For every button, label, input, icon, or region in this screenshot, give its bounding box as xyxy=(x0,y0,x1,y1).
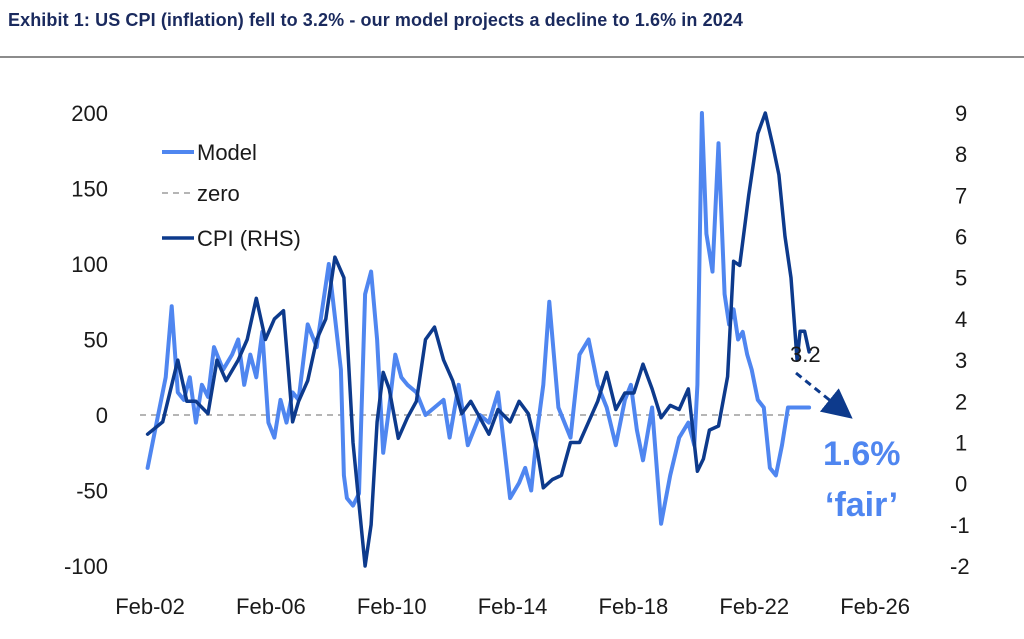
x-axis-tick-label: Feb-18 xyxy=(599,594,669,619)
legend-label-model: Model xyxy=(197,140,257,165)
title-divider xyxy=(0,56,1024,58)
left-axis-tick-label: 100 xyxy=(71,252,108,277)
annotation-forecast-label: ‘fair’ xyxy=(825,486,898,524)
legend: Model zero CPI (RHS) xyxy=(162,140,301,251)
right-axis-tick-label: 3 xyxy=(955,348,967,373)
left-axis-tick-label: -50 xyxy=(76,479,108,504)
x-axis-ticks: Feb-02 Feb-06 Feb-10 Feb-14 Feb-18 Feb-22 Feb-… xyxy=(115,594,910,619)
left-axis-ticks: 200 150 100 50 0 -50 -100 xyxy=(64,101,108,579)
left-axis-tick-label: 150 xyxy=(71,177,108,202)
annotation-current-value: 3.2 xyxy=(790,342,821,367)
x-axis-tick-label: Feb-06 xyxy=(236,594,306,619)
legend-label-zero: zero xyxy=(197,181,240,206)
right-axis-tick-label: 5 xyxy=(955,266,967,291)
right-axis-tick-label: 0 xyxy=(955,472,967,497)
x-axis-tick-label: Feb-02 xyxy=(115,594,185,619)
right-axis-tick-label: 7 xyxy=(955,183,967,208)
annotation-forecast-value: 1.6% xyxy=(823,435,901,473)
chart-title: Exhibit 1: US CPI (inflation) fell to 3.… xyxy=(8,10,744,30)
left-axis-tick-label: 50 xyxy=(84,328,108,353)
right-axis-tick-label: -2 xyxy=(950,554,970,579)
right-axis-tick-label: 8 xyxy=(955,142,967,167)
right-axis-tick-label: 1 xyxy=(955,430,967,455)
series-line-model xyxy=(145,111,812,526)
legend-label-cpi: CPI (RHS) xyxy=(197,226,301,251)
left-axis-tick-label: 200 xyxy=(71,101,108,126)
x-axis-tick-label: Feb-10 xyxy=(357,594,427,619)
series-line-cpi xyxy=(145,111,811,568)
right-axis-tick-label: 9 xyxy=(955,101,967,126)
right-axis-ticks: 9 8 7 6 5 4 3 2 1 0 -1 -2 xyxy=(950,101,970,579)
x-axis-tick-label: Feb-14 xyxy=(478,594,548,619)
right-axis-tick-label: 6 xyxy=(955,225,967,250)
x-axis-tick-label: Feb-26 xyxy=(840,594,910,619)
right-axis-tick-label: 2 xyxy=(955,389,967,414)
right-axis-tick-label: -1 xyxy=(950,513,970,538)
right-axis-tick-label: 4 xyxy=(955,307,967,332)
left-axis-tick-label: -100 xyxy=(64,554,108,579)
x-axis-tick-label: Feb-22 xyxy=(719,594,789,619)
left-axis-tick-label: 0 xyxy=(96,403,108,428)
